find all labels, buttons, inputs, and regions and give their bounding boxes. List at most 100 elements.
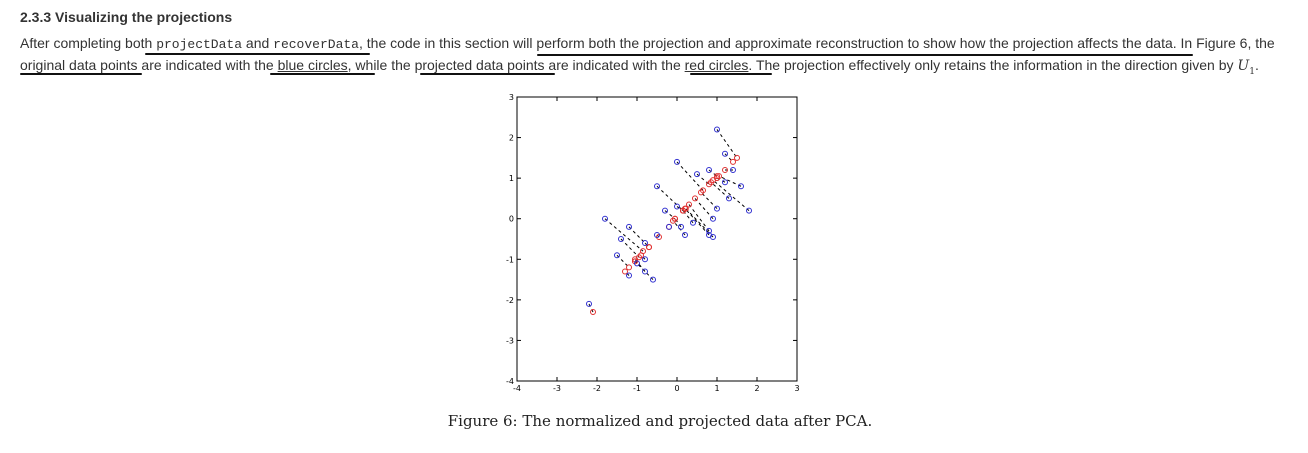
- section-heading: 2.3.3 Visualizing the projections: [20, 9, 233, 25]
- original-point: [614, 252, 620, 259]
- projected-point: [700, 187, 706, 194]
- projection-line: [588, 303, 594, 313]
- projection-line: [710, 181, 730, 199]
- y-tick-label: -4: [506, 377, 514, 386]
- projected-point: [638, 252, 644, 259]
- original-point: [586, 300, 592, 307]
- y-tick-label: -3: [506, 336, 514, 345]
- projection-line: [676, 161, 704, 191]
- projected-point: [714, 173, 720, 180]
- original-point: [602, 215, 608, 222]
- original-point: [710, 215, 716, 222]
- original-point: [662, 207, 668, 214]
- projection-line: [684, 208, 710, 236]
- projection-line: [712, 179, 750, 211]
- projected-point: [730, 158, 736, 165]
- y-tick-label: -1: [506, 255, 514, 264]
- y-tick-label: 3: [509, 93, 514, 102]
- original-point: [682, 231, 688, 238]
- original-point: [642, 268, 648, 275]
- red-circles-link[interactable]: red circles: [684, 57, 749, 73]
- projection-line: [724, 153, 734, 163]
- original-point: [666, 223, 672, 230]
- y-tick-label: 1: [509, 174, 514, 183]
- paragraph-text: . The projection effectively only retain…: [748, 57, 1238, 73]
- projected-point: [722, 167, 728, 174]
- original-point: [714, 205, 720, 212]
- original-point: [634, 260, 640, 267]
- blue-circles-link[interactable]: blue circles: [277, 57, 348, 73]
- section-paragraph: After completing both projectData and re…: [20, 33, 1305, 83]
- x-tick-label: -4: [513, 384, 521, 393]
- original-point: [714, 126, 720, 133]
- x-tick-label: 2: [754, 384, 759, 393]
- original-point: [710, 233, 716, 240]
- projected-point: [646, 244, 652, 251]
- x-tick-label: -3: [553, 384, 561, 393]
- y-tick-label: 2: [509, 134, 514, 143]
- projected-point: [706, 181, 712, 188]
- projection-line: [620, 238, 640, 258]
- original-point: [674, 158, 680, 165]
- projection-line: [708, 169, 718, 177]
- paragraph-text: .: [1254, 57, 1259, 73]
- projection-line: [664, 210, 676, 220]
- projection-line: [718, 175, 742, 187]
- original-point: [626, 272, 632, 279]
- math-u1: U1: [1237, 58, 1255, 77]
- original-point: [654, 183, 660, 190]
- code-recoverdata: recoverData: [273, 37, 359, 52]
- projection-line: [604, 218, 644, 252]
- code-projectdata: projectData: [156, 37, 243, 52]
- paragraph-text: and: [242, 35, 274, 51]
- paragraph-text: , the code in this section will perform …: [20, 35, 1275, 73]
- original-point: [650, 276, 656, 283]
- ink-underline: [420, 73, 555, 75]
- y-tick-label: 0: [509, 215, 514, 224]
- projected-point: [622, 268, 628, 275]
- original-point: [678, 223, 684, 230]
- projection-line: [694, 198, 714, 220]
- original-point: [642, 240, 648, 247]
- original-point: [722, 179, 728, 186]
- original-point: [706, 227, 712, 234]
- original-point: [738, 183, 744, 190]
- original-point: [654, 231, 660, 238]
- original-point: [618, 236, 624, 242]
- original-point: [746, 207, 752, 214]
- x-tick-label: 0: [674, 384, 679, 393]
- ink-underline: [270, 73, 375, 75]
- original-point: [722, 150, 728, 157]
- projected-point: [682, 205, 689, 212]
- x-tick-label: 3: [794, 384, 799, 393]
- math-variable: U: [1237, 58, 1250, 74]
- paragraph-text: After completing both: [20, 35, 157, 51]
- pca-scatter-plot: -4 -3 -2 -1 0 1 2 3 -4 -3 -2 -1 0 1 2 3: [506, 93, 800, 393]
- figure-caption: Figure 6: The normalized and projected d…: [447, 412, 873, 430]
- x-tick-label: -1: [633, 384, 641, 393]
- projected-point: [692, 195, 698, 202]
- original-point: [642, 256, 648, 263]
- ink-underline: [690, 73, 772, 75]
- projected-point: [734, 154, 740, 161]
- projection-line: [676, 206, 684, 212]
- projected-point: [590, 309, 596, 316]
- projected-point: [626, 264, 632, 271]
- projection-line: [628, 226, 650, 248]
- original-point: [690, 219, 696, 226]
- paragraph-text: , while the projected data points are in…: [347, 57, 685, 73]
- projected-point: [670, 217, 676, 224]
- original-point: [726, 195, 732, 202]
- x-tick-label: 1: [714, 384, 719, 393]
- ink-underline: [537, 54, 1193, 56]
- math-subscript: 1: [1249, 66, 1255, 77]
- original-point: [730, 167, 736, 174]
- projection-line: [674, 218, 682, 228]
- x-tick-label: -2: [593, 384, 601, 393]
- original-point: [674, 203, 680, 210]
- projected-point: [686, 201, 692, 208]
- original-point: [694, 171, 700, 178]
- ink-underline: [20, 73, 142, 75]
- original-point: [706, 167, 712, 174]
- ink-underline: [145, 53, 370, 55]
